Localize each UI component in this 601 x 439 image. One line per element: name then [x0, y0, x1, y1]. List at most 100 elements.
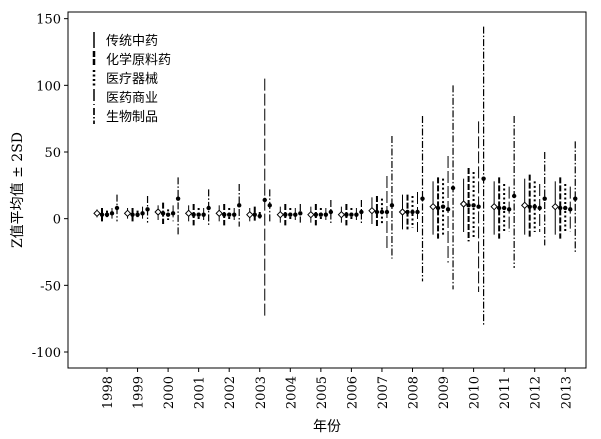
mean-point: [349, 212, 354, 217]
mean-point: [130, 212, 135, 217]
mean-point: [109, 211, 115, 216]
mean-point: [450, 185, 456, 191]
x-tick-label: 2012: [529, 376, 544, 409]
chart-marks: [93, 26, 578, 326]
mean-point: [532, 204, 537, 209]
mean-point: [257, 213, 262, 219]
y-tick-label: -50: [40, 279, 61, 294]
mean-point: [237, 203, 242, 208]
series-1: [93, 178, 559, 235]
mean-point: [196, 212, 201, 217]
mean-point: [191, 212, 196, 217]
legend-label: 生物制品: [106, 110, 158, 125]
mean-point: [114, 205, 120, 211]
mean-point: [328, 209, 334, 215]
mean-point: [344, 212, 349, 217]
x-tick-label: 2013: [559, 376, 574, 409]
mean-point: [445, 207, 451, 212]
mean-point: [440, 204, 446, 209]
x-tick-label: 2006: [345, 376, 360, 409]
x-tick-label: 2002: [223, 376, 238, 409]
mean-point: [551, 202, 559, 211]
series-3: [104, 172, 568, 239]
x-tick-label: 2008: [407, 376, 422, 409]
x-tick-label: 2003: [254, 376, 269, 409]
mean-point: [154, 208, 162, 216]
mean-point: [252, 212, 257, 217]
y-tick-label: -100: [32, 346, 61, 361]
mean-point: [558, 205, 563, 211]
mean-point: [262, 197, 267, 203]
mean-point: [476, 204, 481, 209]
x-axis-label: 年份: [313, 419, 341, 435]
mean-point: [288, 212, 293, 217]
mean-point: [435, 205, 441, 211]
mean-point: [511, 193, 517, 199]
series-5: [114, 26, 578, 326]
mean-point: [283, 212, 288, 217]
legend-label: 医疗器械: [106, 72, 158, 87]
mean-point: [563, 205, 568, 211]
mean-point: [410, 209, 415, 215]
mean-point: [267, 203, 272, 208]
mean-point: [501, 205, 507, 211]
mean-point: [374, 209, 380, 215]
mean-point: [206, 205, 211, 211]
mean-point: [170, 211, 176, 216]
mean-point: [140, 211, 145, 216]
x-tick-label: 2005: [315, 376, 330, 409]
mean-point: [490, 202, 498, 211]
mean-point: [481, 176, 486, 181]
mean-point: [359, 209, 364, 215]
mean-point: [175, 196, 181, 201]
x-tick-label: 2001: [193, 376, 208, 409]
series-2: [99, 168, 563, 242]
mean-point: [471, 203, 476, 208]
mean-point: [389, 203, 395, 208]
mean-point: [184, 209, 193, 218]
mean-point: [506, 207, 512, 212]
mean-point: [429, 202, 437, 211]
mean-point: [496, 205, 502, 211]
mean-point: [313, 212, 319, 217]
mean-point: [215, 209, 223, 218]
x-tick-label: 2007: [376, 376, 391, 409]
mean-point: [160, 211, 166, 216]
mean-point: [466, 203, 471, 208]
mean-point: [293, 212, 298, 217]
x-tick-label: 2004: [284, 376, 299, 409]
mean-point: [379, 209, 385, 215]
mean-point: [201, 212, 206, 217]
legend-label: 医药商业: [106, 91, 158, 106]
mean-point: [323, 212, 329, 217]
mean-point: [459, 200, 468, 208]
mean-point: [415, 209, 420, 215]
x-tick-label: 1998: [101, 376, 116, 409]
y-axis-label: Z值平均值 ± 2SD: [10, 132, 26, 248]
legend-label: 化学原料药: [106, 52, 171, 68]
mean-point: [145, 207, 150, 212]
mean-point: [165, 212, 171, 217]
y-tick-label: 150: [36, 13, 61, 28]
mean-point: [542, 196, 547, 201]
y-axis: -100 -50 0 50 100 150: [32, 13, 68, 361]
mean-point: [99, 212, 105, 217]
mean-point: [537, 205, 542, 211]
x-tick-label: 1999: [132, 376, 147, 409]
y-tick-label: 100: [36, 79, 61, 94]
mean-point: [232, 212, 237, 217]
x-tick-label: 2000: [162, 376, 177, 409]
x-tick-label: 2011: [498, 376, 513, 409]
mean-point: [368, 206, 376, 215]
mean-point: [135, 212, 140, 217]
legend-label: 传统中药: [106, 34, 158, 49]
mean-point: [123, 209, 132, 218]
mean-point: [568, 207, 573, 212]
mean-point: [527, 204, 532, 209]
series-4: [109, 78, 573, 316]
mean-point: [420, 196, 425, 201]
x-axis: 1998 1999 2000 2001 2002 2003 2004 2005 2006 2007…: [101, 368, 574, 409]
mean-point: [354, 212, 359, 217]
mean-point: [405, 209, 410, 215]
